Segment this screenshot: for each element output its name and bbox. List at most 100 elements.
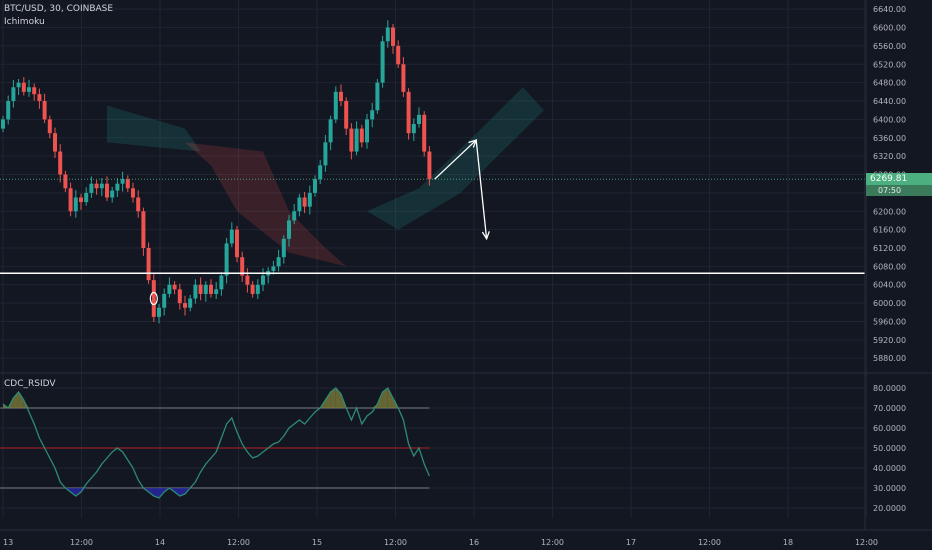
oversold-fill xyxy=(148,488,154,496)
candlestick-series xyxy=(0,20,865,324)
rsi-tick-label: 40.0000 xyxy=(873,464,906,473)
candle-body xyxy=(255,284,260,294)
candle-body xyxy=(323,142,328,166)
x-tick-label: 17 xyxy=(626,538,636,547)
candle-body xyxy=(37,94,42,102)
price-tick-label: 6480.00 xyxy=(873,79,906,88)
candle-body xyxy=(6,101,11,120)
candle-body xyxy=(63,174,68,189)
candle-body xyxy=(297,197,302,212)
candle-body xyxy=(146,248,151,281)
candle-body xyxy=(68,188,73,212)
candle-body xyxy=(224,243,229,276)
candle-body xyxy=(365,119,369,143)
candle-body xyxy=(177,289,182,304)
price-tick-label: 6400.00 xyxy=(873,115,906,124)
overbought-fill xyxy=(18,392,24,408)
candle-body xyxy=(32,87,37,95)
arrow-head xyxy=(481,231,490,241)
candle-body xyxy=(427,151,432,180)
candle-body xyxy=(162,293,167,308)
x-tick-label: 13 xyxy=(3,538,13,547)
candle-body xyxy=(125,179,130,189)
x-tick-label: 18 xyxy=(783,538,793,547)
candle-body xyxy=(79,197,83,203)
price-tick-label: 6200.00 xyxy=(873,207,906,216)
x-tick-label: 15 xyxy=(312,538,322,547)
candle-body xyxy=(349,128,354,152)
x-tick-label: 12:00 xyxy=(855,538,878,547)
rsi-indicator-title[interactable]: CDC_RSIDV xyxy=(4,379,56,389)
cloud-red xyxy=(185,142,347,267)
candle-body xyxy=(84,192,89,203)
candle-body xyxy=(307,192,312,207)
candle-body xyxy=(188,298,193,308)
oversold-fill xyxy=(75,488,81,496)
x-tick-label: 12:00 xyxy=(384,538,407,547)
candle-body xyxy=(110,190,115,198)
candle-body xyxy=(214,289,219,294)
candle-body xyxy=(167,284,172,294)
candle-body xyxy=(172,284,177,290)
candle-body xyxy=(157,307,161,317)
price-tick-label: 6640.00 xyxy=(873,5,906,14)
price-tick-label: 6440.00 xyxy=(873,97,906,106)
candle-body xyxy=(136,197,141,212)
candle-body xyxy=(240,257,245,276)
candle-body xyxy=(344,101,349,129)
candle-body xyxy=(318,165,323,180)
candle-body xyxy=(245,275,250,285)
candle-body xyxy=(27,87,31,92)
candle-body xyxy=(120,179,125,184)
x-tick-label: 14 xyxy=(155,538,165,547)
candle-body xyxy=(229,229,234,244)
candle-body xyxy=(391,27,395,46)
candle-body xyxy=(422,114,427,152)
cloud-green xyxy=(367,87,544,230)
candle-body xyxy=(99,183,104,189)
candle-body xyxy=(115,183,120,191)
candle-body xyxy=(250,284,255,294)
chart-symbol-title[interactable]: BTC/USD, 30, COINBASE xyxy=(4,4,114,14)
candle-body xyxy=(1,119,5,129)
candle-body xyxy=(328,119,333,143)
drawn-arrow xyxy=(434,139,477,180)
overbought-fill xyxy=(325,392,331,408)
candle-body xyxy=(42,101,47,120)
candle-body xyxy=(292,211,297,221)
candle-body xyxy=(396,45,401,65)
rsi-tick-label: 20.0000 xyxy=(873,504,906,513)
indicator-legend[interactable]: Ichimoku xyxy=(4,17,45,27)
drawing-annotations[interactable] xyxy=(0,139,865,306)
overbought-fill xyxy=(13,392,19,408)
candle-body xyxy=(16,82,21,88)
candle-body xyxy=(406,91,411,134)
candle-countdown: 07:50 xyxy=(866,185,932,197)
candle-body xyxy=(151,280,156,317)
candle-body xyxy=(417,114,421,124)
x-tick-label: 12:00 xyxy=(227,538,250,547)
drawn-arrow xyxy=(475,140,488,239)
x-tick-label: 16 xyxy=(469,538,479,547)
rsi-tick-label: 70.0000 xyxy=(873,404,906,413)
price-tick-label: 6600.00 xyxy=(873,24,906,33)
rsi-tick-label: 80.0000 xyxy=(873,384,906,393)
candle-body xyxy=(313,179,317,193)
rsi-tick-label: 50.0000 xyxy=(873,444,906,453)
overbought-fill xyxy=(330,388,336,408)
candle-body xyxy=(359,128,364,143)
last-price-tag: 6269.81 xyxy=(866,173,932,186)
candle-body xyxy=(287,220,291,239)
candle-body xyxy=(21,82,26,92)
candle-body xyxy=(370,110,375,120)
candle-body xyxy=(261,275,265,285)
candle-body xyxy=(354,128,359,152)
overbought-fill xyxy=(382,388,388,408)
ichimoku-cloud xyxy=(107,87,544,267)
x-tick-label: 12:00 xyxy=(70,538,93,547)
oversold-fill xyxy=(174,488,180,496)
price-tick-label: 6040.00 xyxy=(873,281,906,290)
rsi-series xyxy=(0,387,430,499)
